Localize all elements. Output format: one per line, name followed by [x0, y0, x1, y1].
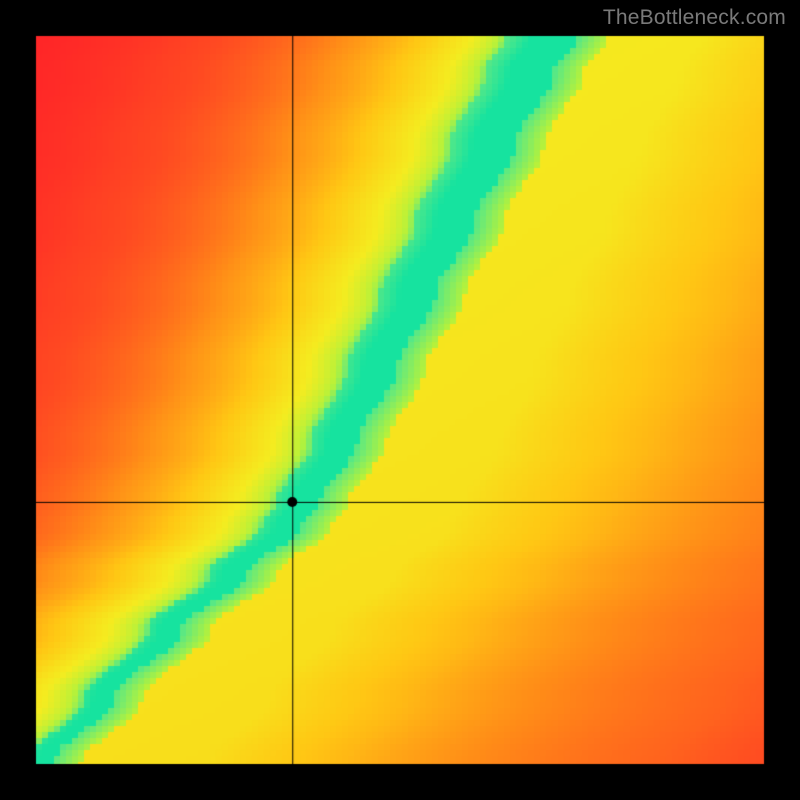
bottleneck-heatmap: [0, 0, 800, 800]
watermark-text: TheBottleneck.com: [603, 6, 786, 30]
chart-container: { "watermark": { "text": "TheBottleneck.…: [0, 0, 800, 800]
